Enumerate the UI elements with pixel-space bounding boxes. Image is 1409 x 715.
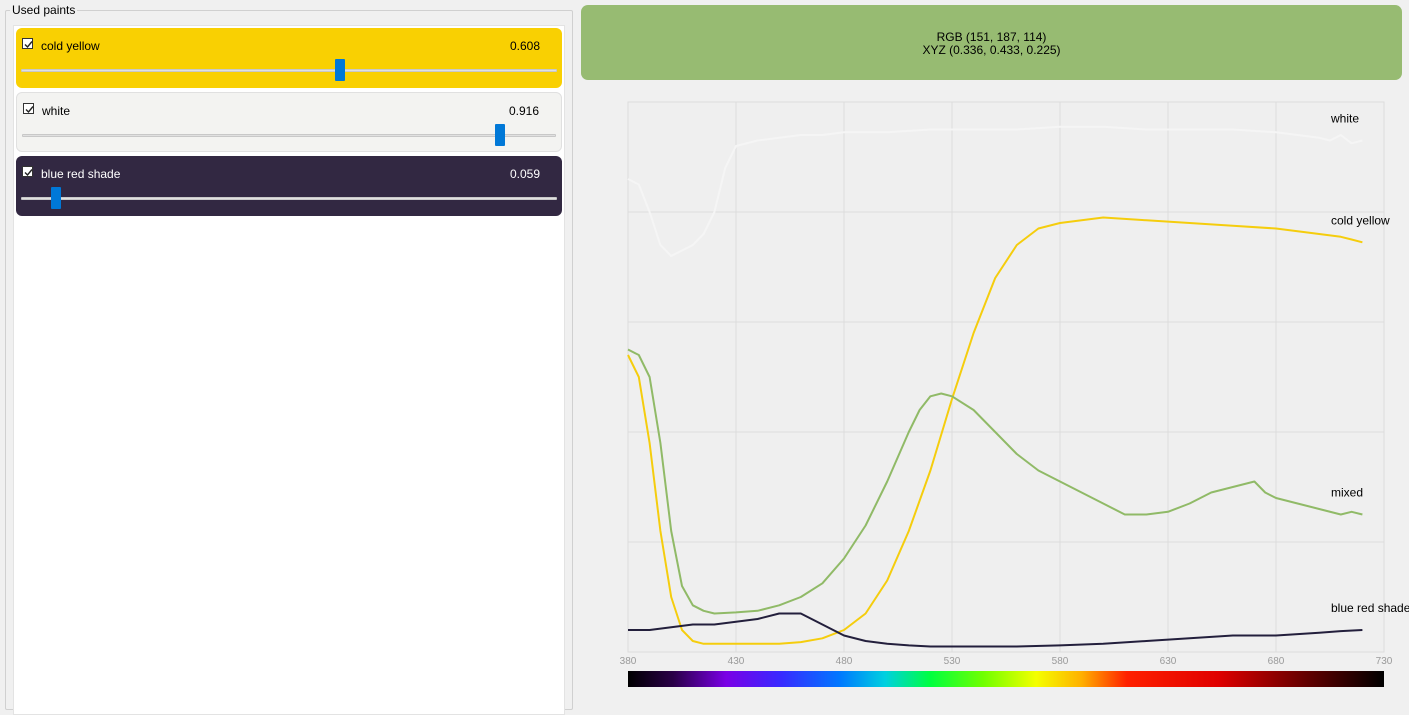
x-tick-label: 380: [620, 656, 637, 667]
paint-list: cold yellow 0.608 white 0.916 blue red s…: [13, 25, 565, 715]
paint-value: 0.608: [509, 39, 540, 53]
paint-card-cold-yellow: cold yellow 0.608: [16, 28, 562, 88]
paint-name: white: [42, 104, 71, 118]
paint-name: cold yellow: [41, 39, 100, 53]
series-label: white: [1330, 112, 1359, 126]
series-line-blue-red-shade: [628, 612, 1363, 648]
checkmark-icon: [25, 106, 34, 114]
x-tick-label: 630: [1160, 656, 1177, 667]
paint-slider-track[interactable]: [21, 197, 557, 200]
used-paints-title: Used paints: [10, 3, 78, 17]
mixed-color-swatch: RGB (151, 187, 114) XYZ (0.336, 0.433, 0…: [581, 5, 1402, 80]
paint-slider-handle[interactable]: [334, 59, 345, 81]
series-label: blue red shade: [1331, 601, 1409, 615]
plot-area: [627, 101, 1385, 653]
wavelength-spectrum-bar: [628, 671, 1384, 687]
paint-slider-track[interactable]: [22, 134, 556, 137]
x-tick-label: 480: [836, 656, 853, 667]
x-tick-label: 680: [1268, 656, 1285, 667]
series-line-cold-yellow: [627, 216, 1363, 645]
series-line-mixed: [627, 348, 1363, 615]
xyz-readout: XYZ (0.336, 0.433, 0.225): [922, 43, 1061, 57]
paint-slider-handle[interactable]: [51, 187, 62, 209]
x-tick-label: 730: [1376, 656, 1393, 667]
paint-value: 0.916: [508, 104, 539, 118]
paint-checkbox-cold-yellow[interactable]: [22, 38, 33, 49]
series-label: mixed: [1331, 486, 1363, 500]
checkmark-icon: [24, 169, 33, 177]
paint-value: 0.059: [509, 167, 540, 181]
paint-checkbox-blue-red-shade[interactable]: [22, 166, 33, 177]
paint-name: blue red shade: [41, 167, 121, 181]
rgb-readout: RGB (151, 187, 114): [936, 30, 1047, 44]
paint-checkbox-white[interactable]: [23, 103, 34, 114]
x-tick-label: 530: [944, 656, 961, 667]
x-tick-label: 580: [1052, 656, 1069, 667]
series-label: cold yellow: [1331, 213, 1390, 227]
paint-slider-handle[interactable]: [494, 124, 505, 146]
paint-slider-track[interactable]: [21, 69, 557, 72]
paint-card-blue-red-shade: blue red shade 0.059: [16, 156, 562, 216]
x-tick-label: 430: [728, 656, 745, 667]
paint-card-white: white 0.916: [16, 92, 562, 152]
series-line-white: [627, 125, 1363, 257]
checkmark-icon: [24, 41, 33, 49]
